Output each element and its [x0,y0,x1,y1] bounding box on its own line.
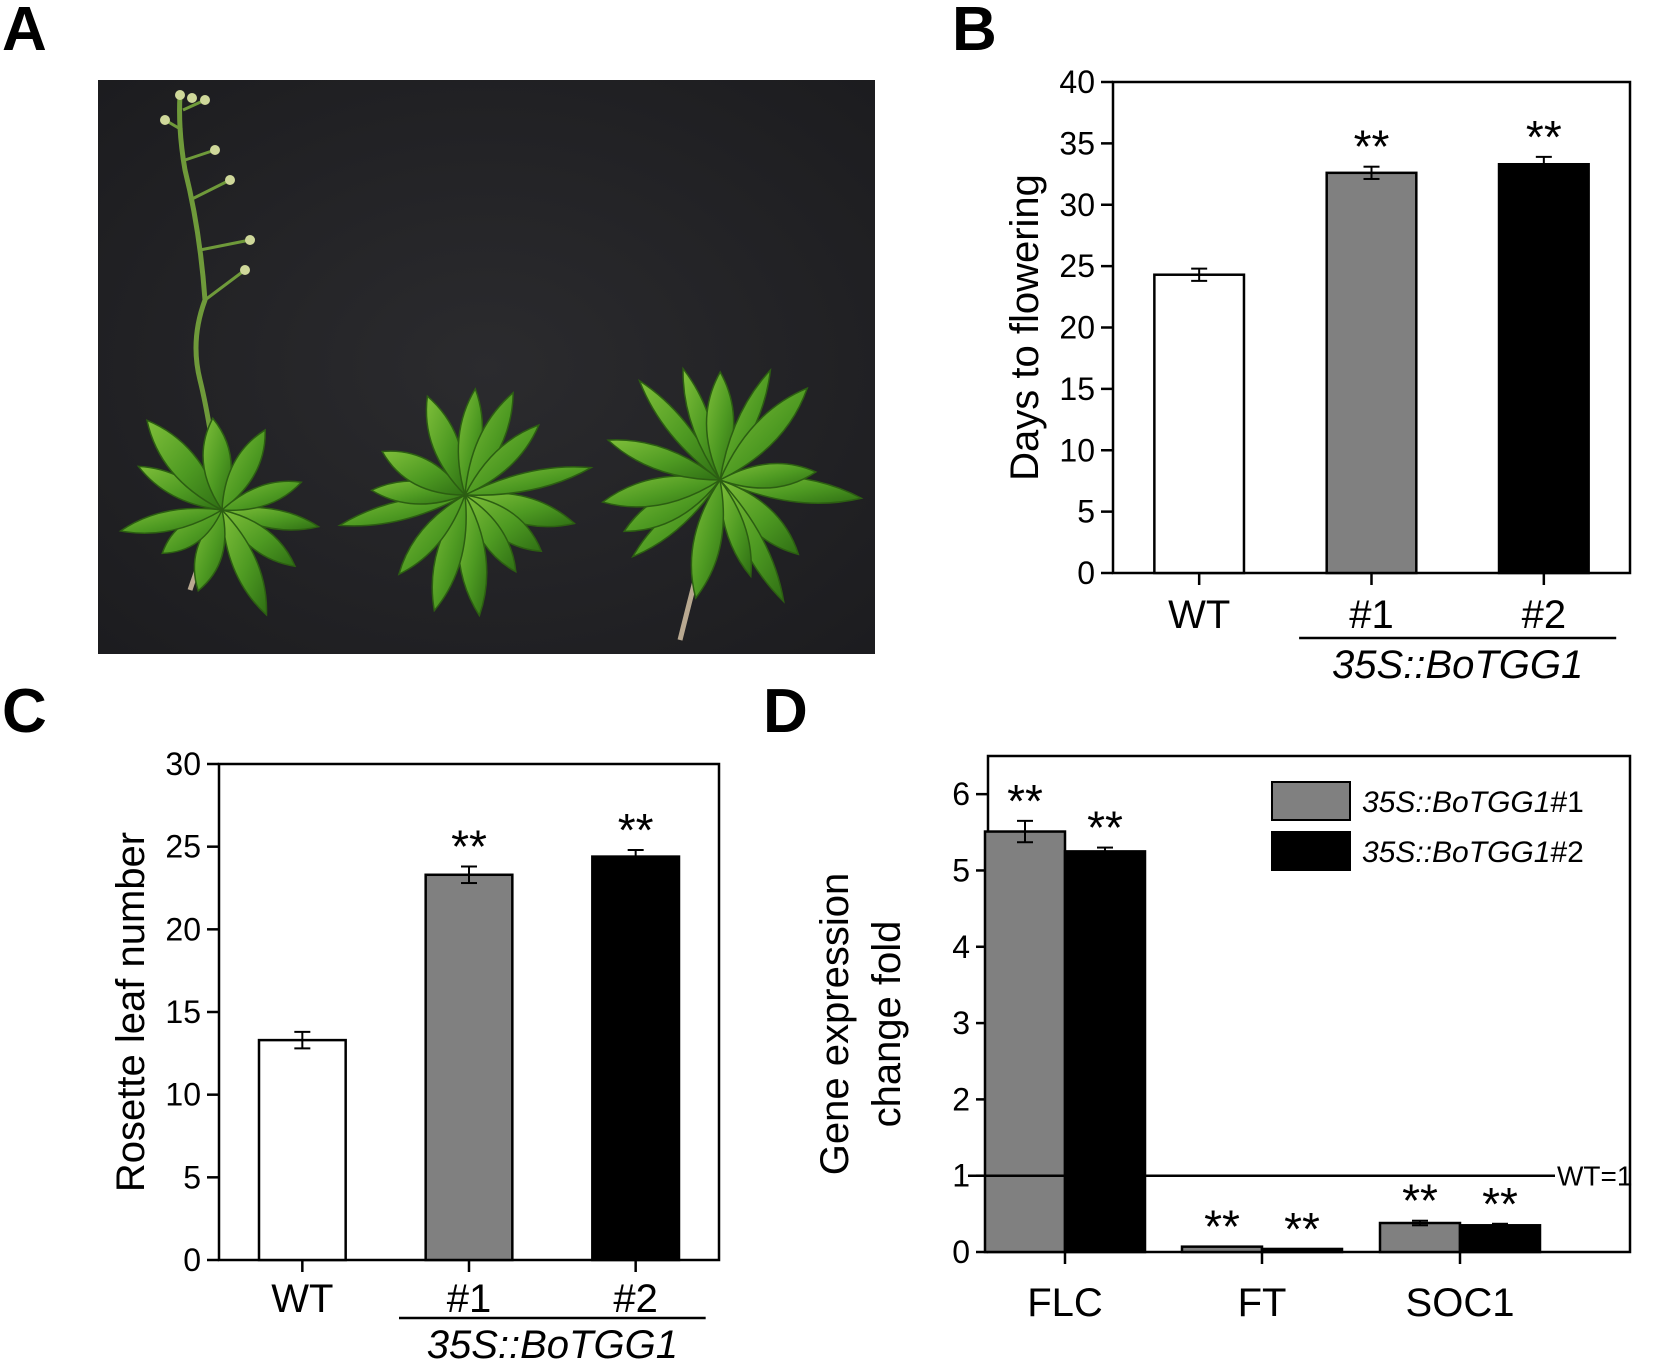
significance-label: ** [1284,1203,1320,1255]
y-tick-label: 25 [165,829,201,865]
group-label: 35S::BoTGG1 [427,1323,678,1367]
line1-leaf [464,466,594,496]
bar [1260,1247,1344,1254]
flower-bud [210,145,220,155]
y-axis-label: change fold [865,921,909,1128]
y-tick-label: 1 [952,1158,970,1194]
significance-label: ** [1204,1201,1240,1253]
flower-bud [200,95,210,105]
flower-bud [240,265,250,275]
y-tick-label: 5 [1077,494,1095,530]
line1-leaf [463,423,541,497]
stem-branch [204,268,246,302]
line2-leaf [606,439,723,481]
panel-letter-b: B [952,0,997,64]
panel-letter-c: C [2,677,47,746]
x-tick-label: WT [1168,593,1230,637]
wt-leaf [220,480,303,512]
x-tick-label: #1 [1349,593,1394,637]
y-tick-label: 10 [1059,432,1095,468]
wt-leaf [221,508,268,617]
line1-leaf [380,450,467,496]
y-axis-label: Rosette leaf number [109,832,153,1192]
panel-letter-d: D [763,677,808,746]
wt-leaf [118,507,225,535]
y-tick-label: 4 [952,929,970,965]
flower-bud [160,115,170,125]
y-axis-label: Days to flowering [1003,174,1047,481]
y-tick-label: 6 [952,776,970,812]
y-tick-label: 30 [165,746,201,782]
group-label: 35S::BoTGG1 [1332,643,1583,687]
y-tick-label: 5 [183,1159,201,1195]
y-tick-label: 20 [1059,310,1095,346]
significance-label: ** [1007,775,1043,827]
x-tick-label: #2 [613,1277,658,1321]
legend-label: 35S::BoTGG1#2 [1362,836,1584,869]
line2-leaf [718,386,809,482]
significance-label: ** [1402,1175,1438,1227]
flower-bud [175,90,185,100]
y-tick-label: 3 [952,1005,970,1041]
wt-leaf [221,428,266,512]
significance-label: ** [1526,111,1562,163]
legend-swatch [1271,831,1351,871]
stem-branch [199,238,251,252]
significance-label: ** [1087,802,1123,854]
flower-bud [187,93,197,103]
line2-leaf [718,462,818,489]
x-tick-label: WT [271,1277,333,1321]
bar [257,1038,347,1262]
significance-label: ** [618,804,654,856]
x-tick-label: #1 [447,1277,492,1321]
x-tick-label: FT [1238,1281,1287,1325]
x-tick-label: FLC [1027,1281,1103,1325]
bar [1378,1221,1462,1254]
bar [1497,162,1590,575]
y-tick-label: 35 [1059,125,1095,161]
y-tick-label: 20 [165,911,201,947]
legend-swatch [1271,781,1351,821]
y-tick-label: 2 [952,1081,970,1117]
bar [1325,171,1418,575]
line1-leaf [397,493,467,576]
y-tick-label: 0 [1077,555,1095,591]
x-tick-label: SOC1 [1406,1281,1515,1325]
significance-label: ** [451,821,487,873]
x-tick-label: #2 [1522,593,1567,637]
y-tick-label: 15 [165,994,201,1030]
flowering-stem [177,94,225,511]
stem-branch [184,148,216,162]
bar [424,873,514,1262]
bar [591,855,681,1262]
y-axis-label: Gene expression [813,873,857,1175]
plant-photo [98,80,875,654]
bar [1153,273,1246,575]
y-tick-label: 10 [165,1077,201,1113]
flower-bud [225,175,235,185]
y-tick-label: 30 [1059,187,1095,223]
y-tick-label: 0 [952,1234,970,1270]
y-tick-label: 40 [1059,64,1095,100]
bar [983,830,1067,1254]
bar [1063,850,1147,1254]
significance-label: ** [1482,1178,1518,1230]
y-tick-label: 5 [952,852,970,888]
panel-letter-a: A [2,0,47,64]
y-tick-label: 15 [1059,371,1095,407]
reference-label: WT=1 [1557,1161,1632,1192]
flower-bud [245,235,255,245]
bar [1458,1224,1542,1254]
y-tick-label: 0 [183,1242,201,1278]
legend-label: 35S::BoTGG1#1 [1362,786,1584,819]
stem-branch [189,178,231,202]
line2-leaf [690,478,725,600]
y-tick-label: 25 [1059,248,1095,284]
significance-label: ** [1354,121,1390,173]
